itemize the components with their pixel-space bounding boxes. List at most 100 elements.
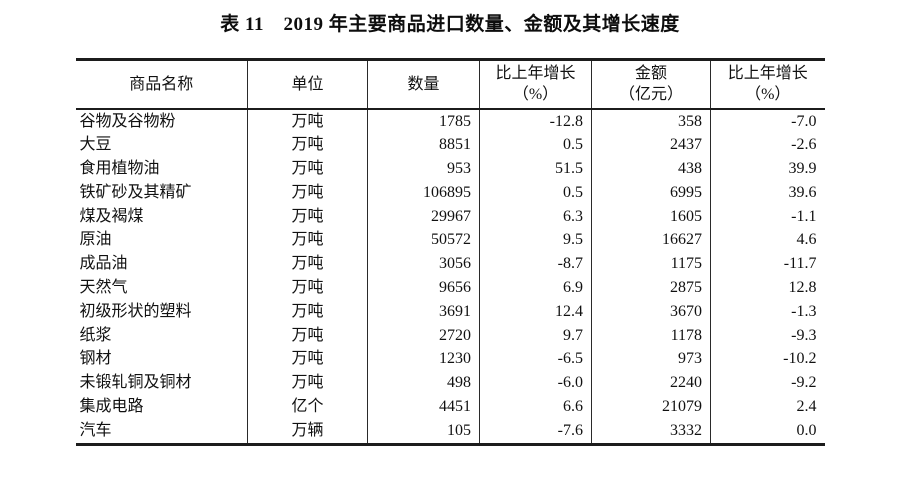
commodity-name-cell: 钢材 bbox=[75, 347, 248, 372]
quantity-cell: 8851 bbox=[367, 133, 480, 158]
header-label: 数量 bbox=[407, 75, 440, 93]
table-row: 初级形状的塑料 万吨 3691 12.4 3670 -1.3 bbox=[75, 299, 825, 324]
amount-growth-cell: -10.2 bbox=[783, 350, 817, 368]
quantity-cell: 105 bbox=[367, 418, 480, 445]
amount-cell: 6995 bbox=[591, 180, 711, 205]
quantity-cell: 106895 bbox=[367, 180, 480, 205]
header-quantity-growth-pct: 比上年增长 （%） bbox=[479, 59, 592, 109]
table-header: 商品名称 单位 数量 比上年增长 （%） 金额 （亿元） bbox=[75, 59, 825, 109]
document-page: 表 11 2019 年主要商品进口数量、金额及其增长速度 商品名称 单位 数量 bbox=[0, 13, 900, 479]
table-header-row: 商品名称 单位 数量 比上年增长 （%） 金额 （亿元） bbox=[75, 59, 825, 109]
header-unit: 单位 bbox=[247, 59, 368, 109]
header-sub-label: （%） bbox=[745, 86, 791, 104]
amount-cell: 1178 bbox=[591, 323, 711, 348]
table-row: 未锻轧铜及铜材 万吨 498 -6.0 2240 -9.2 bbox=[75, 371, 825, 396]
unit-cell: 万吨 bbox=[247, 180, 368, 205]
commodity-name-cell: 集成电路 bbox=[75, 395, 248, 419]
unit-cell: 万吨 bbox=[247, 108, 368, 134]
unit-cell: 万吨 bbox=[247, 157, 368, 181]
header-commodity-name: 商品名称 bbox=[75, 59, 248, 109]
quantity-growth-cell: -6.5 bbox=[479, 347, 592, 372]
amount-growth-cell: -1.3 bbox=[791, 302, 817, 320]
quantity-cell: 498 bbox=[367, 371, 480, 396]
commodity-name-cell: 汽车 bbox=[75, 418, 248, 445]
header-amount-growth-pct: 比上年增长 （%） bbox=[711, 60, 825, 109]
commodity-name-cell: 未锻轧铜及铜材 bbox=[75, 371, 248, 396]
table-row: 食用植物油 万吨 953 51.5 438 39.9 bbox=[75, 157, 825, 181]
quantity-growth-cell: 51.5 bbox=[479, 157, 592, 181]
quantity-cell: 1230 bbox=[367, 347, 480, 372]
amount-cell: 2437 bbox=[591, 133, 711, 158]
table-row: 铁矿砂及其精矿 万吨 106895 0.5 6995 39.6 bbox=[75, 180, 825, 205]
commodity-name-cell: 天然气 bbox=[75, 276, 248, 300]
unit-cell: 亿个 bbox=[247, 395, 368, 419]
commodity-name-cell: 食用植物油 bbox=[75, 157, 248, 181]
quantity-cell: 4451 bbox=[367, 395, 480, 419]
header-label: 金额 bbox=[634, 65, 667, 83]
unit-cell: 万吨 bbox=[247, 204, 368, 229]
table-row: 谷物及谷物粉 万吨 1785 -12.8 358 -7.0 bbox=[75, 108, 825, 134]
quantity-growth-cell: 0.5 bbox=[479, 180, 592, 205]
commodity-name-cell: 谷物及谷物粉 bbox=[75, 108, 248, 134]
quantity-growth-cell: -6.0 bbox=[479, 371, 592, 396]
amount-growth-cell: 12.8 bbox=[788, 279, 817, 297]
unit-cell: 万吨 bbox=[247, 371, 368, 396]
header-label: 比上年增长 bbox=[495, 65, 576, 83]
quantity-growth-cell: 6.9 bbox=[479, 276, 592, 300]
header-label: 单位 bbox=[291, 75, 324, 93]
amount-growth-cell: 2.4 bbox=[796, 398, 817, 416]
quantity-cell: 2720 bbox=[367, 323, 480, 348]
table-row: 原油 万吨 50572 9.5 16627 4.6 bbox=[75, 228, 825, 253]
table-row: 大豆 万吨 8851 0.5 2437 -2.6 bbox=[75, 133, 825, 158]
amount-cell: 358 bbox=[591, 108, 711, 134]
unit-cell: 万吨 bbox=[247, 323, 368, 348]
commodity-name-cell: 铁矿砂及其精矿 bbox=[75, 180, 248, 205]
header-label: 商品名称 bbox=[129, 75, 194, 93]
commodity-name-cell: 煤及褐煤 bbox=[75, 204, 248, 229]
header-amount: 金额 （亿元） bbox=[591, 59, 711, 109]
table-row: 汽车 万辆 105 -7.6 3332 0.0 bbox=[75, 418, 825, 445]
amount-cell: 2240 bbox=[591, 371, 711, 396]
quantity-cell: 3691 bbox=[367, 299, 480, 324]
unit-cell: 万吨 bbox=[247, 228, 368, 253]
amount-cell: 1605 bbox=[591, 204, 711, 229]
quantity-growth-cell: 9.5 bbox=[479, 228, 592, 253]
table-row: 集成电路 亿个 4451 6.6 21079 2.4 bbox=[75, 395, 825, 419]
header-label: 比上年增长 bbox=[727, 65, 808, 83]
amount-growth-cell: -1.1 bbox=[791, 207, 817, 225]
quantity-cell: 953 bbox=[367, 157, 480, 181]
commodity-name-cell: 大豆 bbox=[75, 133, 248, 158]
unit-cell: 万吨 bbox=[247, 347, 368, 372]
unit-cell: 万吨 bbox=[247, 276, 368, 300]
table-body: 谷物及谷物粉 万吨 1785 -12.8 358 -7.0 大豆 万吨 8851… bbox=[75, 108, 825, 445]
table-row: 纸浆 万吨 2720 9.7 1178 -9.3 bbox=[75, 323, 825, 348]
commodity-name-cell: 初级形状的塑料 bbox=[75, 299, 248, 324]
table-row: 钢材 万吨 1230 -6.5 973 -10.2 bbox=[75, 347, 825, 372]
amount-cell: 1175 bbox=[591, 252, 711, 277]
amount-growth-cell: -9.2 bbox=[791, 374, 817, 392]
amount-cell: 2875 bbox=[591, 276, 711, 300]
header-sub-label: （%） bbox=[512, 86, 559, 104]
quantity-cell: 50572 bbox=[367, 228, 480, 253]
quantity-growth-cell: 9.7 bbox=[479, 323, 592, 348]
quantity-cell: 29967 bbox=[367, 204, 480, 229]
quantity-growth-cell: 6.6 bbox=[479, 395, 592, 419]
unit-cell: 万吨 bbox=[247, 252, 368, 277]
quantity-growth-cell: -7.6 bbox=[479, 418, 592, 445]
amount-growth-cell: -9.3 bbox=[791, 326, 817, 344]
amount-growth-cell: -2.6 bbox=[791, 136, 817, 154]
header-quantity: 数量 bbox=[367, 59, 480, 109]
page-title: 表 11 2019 年主要商品进口数量、金额及其增长速度 bbox=[220, 14, 680, 35]
header-sub-label: （亿元） bbox=[618, 86, 683, 104]
commodity-name-cell: 纸浆 bbox=[75, 323, 248, 348]
commodity-name-cell: 原油 bbox=[75, 228, 248, 253]
unit-cell: 万吨 bbox=[247, 133, 368, 158]
amount-growth-cell: 39.9 bbox=[788, 160, 817, 178]
table-row: 煤及褐煤 万吨 29967 6.3 1605 -1.1 bbox=[75, 204, 825, 229]
amount-growth-cell: 0.0 bbox=[796, 421, 817, 439]
quantity-growth-cell: -8.7 bbox=[479, 252, 592, 277]
amount-cell: 973 bbox=[591, 347, 711, 372]
table-row: 成品油 万吨 3056 -8.7 1175 -11.7 bbox=[75, 252, 825, 277]
amount-growth-cell: 4.6 bbox=[796, 231, 817, 249]
amount-cell: 3332 bbox=[591, 418, 711, 445]
